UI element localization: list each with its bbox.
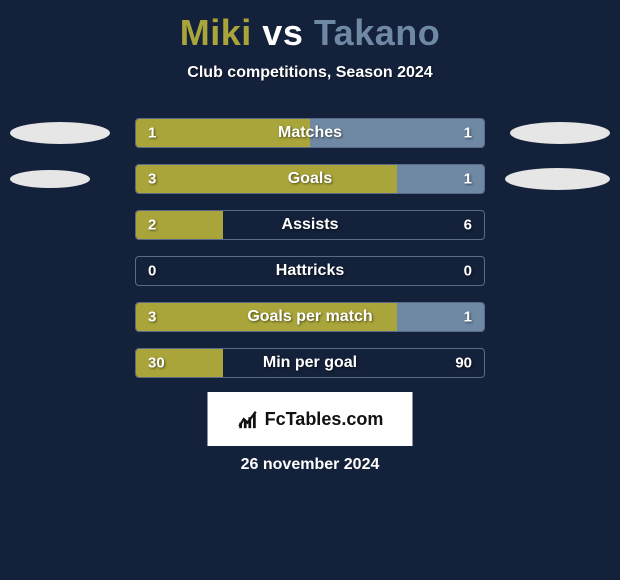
title-vs: vs [262,12,303,53]
page-title: Miki vs Takano [0,0,620,54]
subtitle: Club competitions, Season 2024 [0,64,620,82]
bar-label: Hattricks [276,262,344,280]
bar-track: Min per goal [135,348,485,378]
stat-row: Goals 3 1 [0,156,620,202]
title-player2: Takano [314,12,440,53]
bar-track: Assists [135,210,485,240]
title-player1: Miki [180,12,252,53]
value-right: 6 [464,217,472,234]
stat-row: Matches 1 1 [0,110,620,156]
value-right: 1 [464,171,472,188]
stat-row: Hattricks 0 0 [0,248,620,294]
value-right: 1 [464,125,472,142]
bar-label: Min per goal [263,354,357,372]
value-right: 1 [464,309,472,326]
chart-icon [237,408,259,430]
value-left: 2 [148,217,156,234]
value-left: 3 [148,171,156,188]
value-left: 1 [148,125,156,142]
value-left: 0 [148,263,156,280]
stat-row: Assists 2 6 [0,202,620,248]
ellipse-right [505,168,610,190]
stat-row: Min per goal 30 90 [0,340,620,386]
logo-box: FcTables.com [208,392,413,446]
comparison-chart: Matches 1 1 Goals 3 1 Assists 2 6 Hattricks 0 0 Goal… [0,110,620,386]
bar-track: Matches [135,118,485,148]
bar-label: Matches [278,124,342,142]
value-left: 3 [148,309,156,326]
bar-label: Goals [288,170,332,188]
bar-label: Assists [282,216,339,234]
bar-track: Goals [135,164,485,194]
ellipse-right [510,122,610,144]
bar-label: Goals per match [247,308,372,326]
bar-track: Goals per match [135,302,485,332]
value-right: 90 [455,355,472,372]
bar-track: Hattricks [135,256,485,286]
bar-left [136,165,397,193]
value-right: 0 [464,263,472,280]
stat-row: Goals per match 3 1 [0,294,620,340]
date-label: 26 november 2024 [0,456,620,474]
ellipse-left [10,170,90,188]
value-left: 30 [148,355,165,372]
logo-text: FcTables.com [265,409,384,430]
ellipse-left [10,122,110,144]
